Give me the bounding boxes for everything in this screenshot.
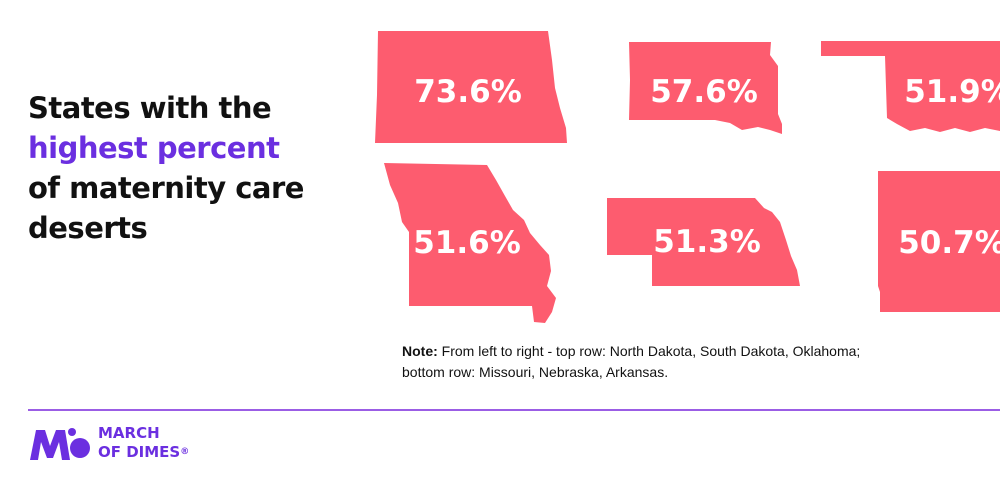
title-line-1: States with the [28,91,272,125]
state-oklahoma: 51.9% [821,41,1000,132]
title-line-4: deserts [28,211,148,245]
value-label-nebraska: 51.3% [653,224,761,260]
logo-mark-icon [30,428,90,460]
state-grid: 73.6% 57.6% 51.9% 51.6% 51.3% 50.7% [375,31,1000,323]
title-line-2-highlight: highest percent [28,131,280,165]
state-shape-arkansas [878,171,1000,312]
state-shape-nebraska [607,198,800,286]
value-label-missouri: 51.6% [413,225,521,261]
title-line-3: of maternity care [28,171,304,205]
value-label-north-dakota: 73.6% [414,74,522,110]
logo-wordmark: MARCH OF DIMES® [98,424,189,462]
value-label-south-dakota: 57.6% [650,74,758,110]
march-of-dimes-logo: MARCH OF DIMES® [28,424,228,464]
logo-line-1: MARCH [98,424,160,442]
note-line-1: From left to right - top row: North Dako… [437,343,861,359]
state-north-dakota: 73.6% [375,31,567,143]
registered-mark: ® [180,447,190,457]
footer-divider [28,409,1000,411]
state-shape-south-dakota [629,42,782,134]
state-shape-north-dakota [375,31,567,143]
page-title: States with the highest percent of mater… [28,88,348,248]
state-missouri: 51.6% [384,163,556,323]
state-south-dakota: 57.6% [629,42,782,134]
logo-line-2: OF DIMES® [98,443,190,461]
note-label: Note: [402,343,438,359]
state-arkansas: 50.7% [878,171,1000,312]
state-shape-missouri [384,163,556,323]
value-label-oklahoma: 51.9% [904,74,1000,110]
state-nebraska: 51.3% [607,198,800,286]
value-label-arkansas: 50.7% [898,225,1000,261]
note-line-2: bottom row: Missouri, Nebraska, Arkansas… [402,364,669,380]
note-text: Note: From left to right - top row: Nort… [402,341,982,383]
state-shape-oklahoma [821,41,1000,132]
